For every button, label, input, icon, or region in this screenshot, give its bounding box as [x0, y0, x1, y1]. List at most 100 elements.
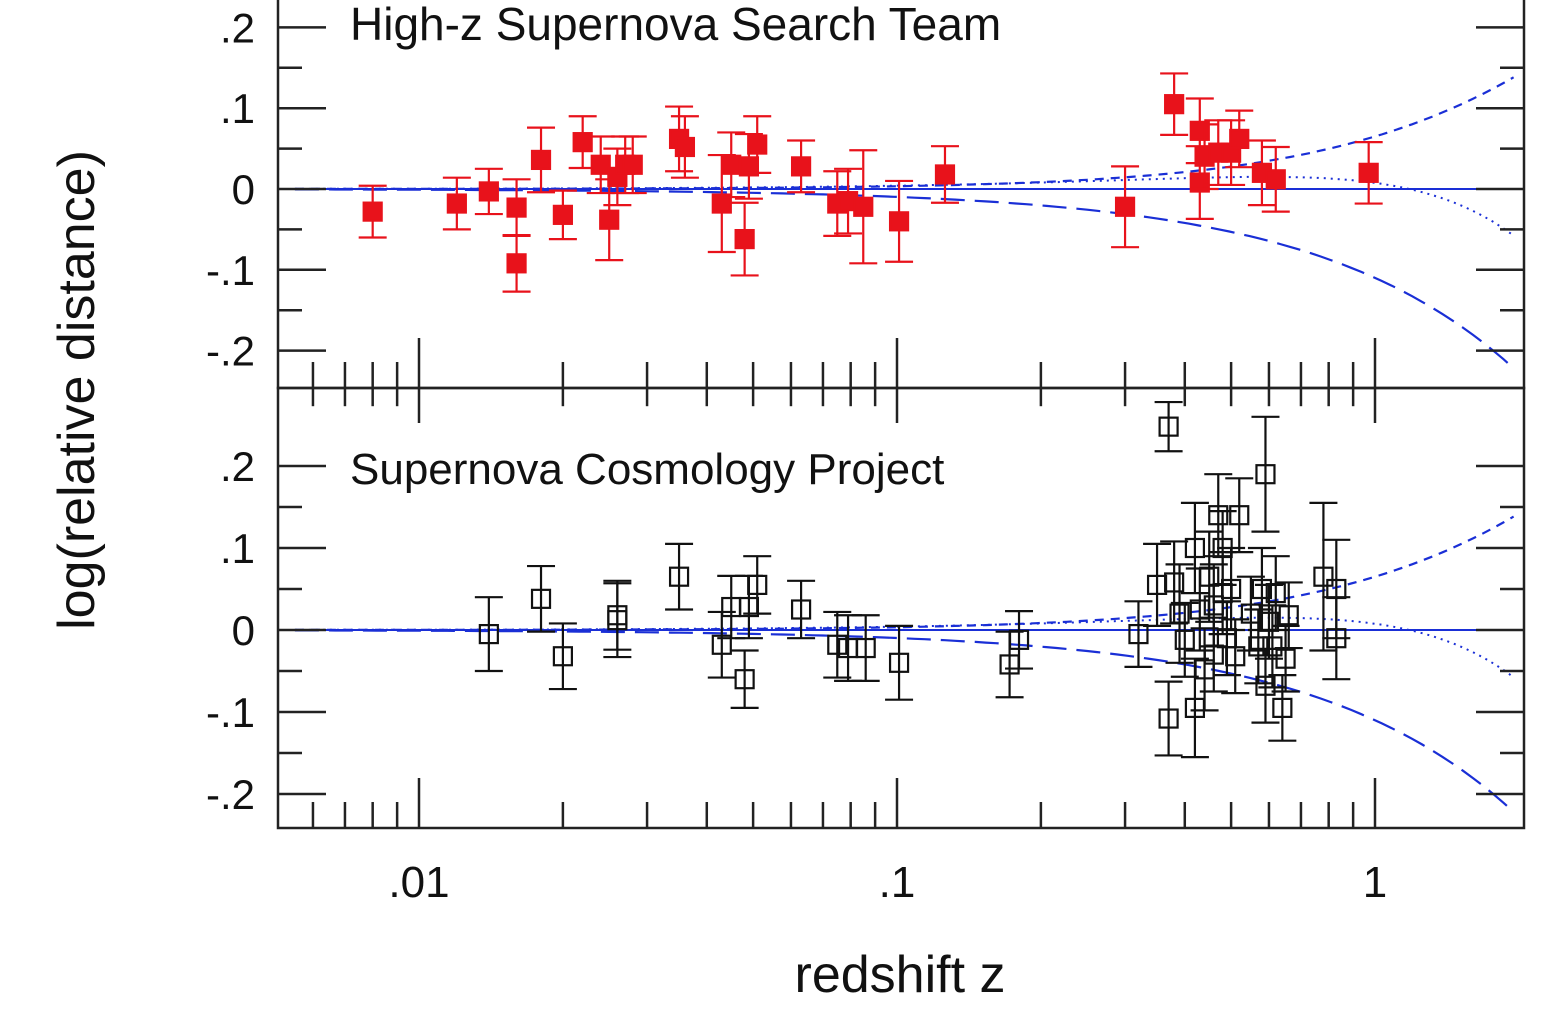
marker: [1313, 566, 1334, 587]
scp-data-points: [474, 400, 1351, 759]
marker: [1251, 578, 1273, 600]
scp-data-point: [743, 555, 772, 615]
scp-data-point: [1154, 680, 1183, 757]
marker: [1208, 505, 1229, 526]
hz-data-point: [474, 167, 503, 216]
marker: [888, 652, 910, 673]
scp-data-point: [474, 596, 503, 673]
scp-data-point: [1154, 400, 1183, 453]
hz-data-point: [1261, 145, 1290, 213]
scp-data-point: [1271, 624, 1300, 693]
marker: [1128, 623, 1149, 645]
y-tick-label: -.1: [206, 247, 255, 294]
scp-data-point: [1251, 415, 1280, 533]
y-tick-label: -.2: [206, 328, 255, 375]
scp-data-point: [1322, 596, 1351, 681]
marker: [1358, 162, 1379, 183]
hz-data-point: [1160, 72, 1189, 136]
hz-team-title: High-z Supernova Search Team: [350, 0, 1001, 50]
scp-data-point: [1005, 610, 1034, 670]
model-curve-decelerating: [294, 188, 1515, 370]
marker: [552, 204, 573, 225]
bottom-panel-frame: [276, 386, 1526, 830]
marker: [1158, 708, 1179, 729]
marker: [855, 637, 876, 659]
marker: [888, 211, 910, 232]
marker: [506, 253, 527, 274]
marker: [734, 669, 755, 690]
y-tick-label: 0: [232, 166, 255, 213]
hz-data-point: [930, 145, 959, 204]
y-tick-labels-bottom: .2 .1 0 -.1 -.2: [206, 443, 255, 818]
marker: [721, 154, 742, 175]
model-curve-decelerating: [294, 629, 1515, 813]
marker: [934, 164, 956, 185]
hz-data-point: [885, 179, 914, 263]
marker: [747, 574, 768, 596]
y-axis-label: log(relative distance): [48, 150, 106, 630]
scp-data-point: [1244, 608, 1273, 685]
marker: [530, 588, 552, 609]
y-tick-label: .2: [220, 443, 255, 490]
scp-data-point: [1268, 673, 1297, 742]
scp-data-point: [1217, 546, 1246, 632]
marker: [1275, 648, 1296, 669]
marker: [1221, 578, 1242, 600]
marker: [827, 634, 848, 655]
x-tick-label: 1: [1363, 858, 1387, 907]
y-tick-label: .1: [220, 85, 255, 132]
scp-data-point: [1180, 501, 1209, 595]
marker: [1255, 675, 1276, 696]
marker: [572, 132, 593, 153]
marker: [622, 154, 643, 175]
y-tick-labels-top: .2 .1 0 -.1 -.2: [206, 4, 255, 374]
scp-data-point: [1274, 581, 1303, 650]
y-tick-label: -.1: [206, 689, 255, 736]
scp-data-point: [1143, 542, 1172, 628]
marker: [674, 136, 696, 158]
scp-data-point: [1221, 618, 1250, 695]
hz-data-point: [618, 135, 647, 195]
hz-data-point: [548, 189, 577, 241]
scp-data-point: [527, 564, 556, 633]
marker: [1158, 416, 1179, 437]
scp-data-point: [787, 579, 816, 640]
marker: [1262, 636, 1283, 657]
hz-data-point: [1225, 109, 1254, 169]
marker: [478, 623, 499, 645]
marker: [478, 181, 499, 202]
hz-data-point: [1111, 165, 1140, 249]
scp-data-point: [885, 624, 914, 701]
x-tick-labels: .01 .1 1: [388, 858, 1387, 907]
hz-data-point: [502, 233, 531, 293]
marker: [1248, 636, 1269, 657]
marker: [668, 566, 690, 587]
model-curve-accelerating: [294, 515, 1515, 631]
x-tick-label: .1: [879, 858, 916, 907]
hz-data-point: [1354, 141, 1383, 205]
hz-data-point: [358, 184, 387, 239]
scp-data-point: [1261, 555, 1290, 632]
scp-data-point: [1251, 647, 1280, 724]
hz-data-point: [743, 115, 772, 174]
marker: [1008, 629, 1030, 650]
marker: [552, 646, 573, 667]
marker: [1169, 603, 1190, 624]
x-tick-label: .01: [388, 858, 449, 907]
marker: [506, 197, 527, 218]
marker: [790, 156, 812, 177]
model-curve-accelerating: [294, 76, 1515, 190]
scp-data-point: [730, 649, 759, 710]
marker: [1164, 94, 1185, 115]
scp-data-point: [1309, 501, 1338, 652]
marker: [607, 605, 628, 626]
marker: [1326, 628, 1347, 649]
scp-title: Supernova Cosmology Project: [350, 445, 944, 494]
hz-data-point: [568, 115, 597, 170]
marker: [446, 193, 467, 214]
hz-data-point: [502, 178, 531, 237]
marker: [1265, 582, 1286, 604]
hz-data-point: [595, 178, 624, 262]
scp-data-point: [1165, 563, 1194, 664]
